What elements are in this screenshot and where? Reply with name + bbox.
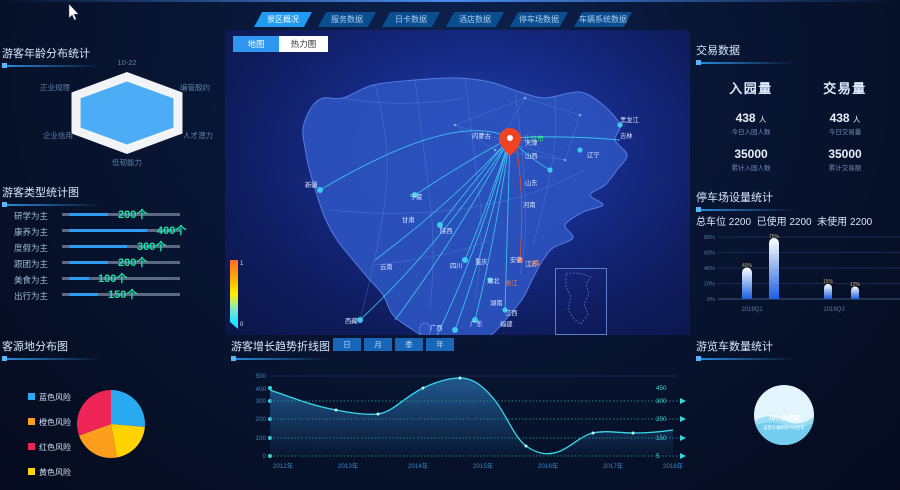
svg-text:450: 450 [656, 385, 667, 392]
svg-text:人才潜力: 人才潜力 [183, 130, 213, 140]
svg-text:天津: 天津 [525, 139, 538, 147]
svg-text:安徽: 安徽 [510, 255, 523, 264]
svg-text:辽宁: 辽宁 [587, 150, 600, 159]
svg-text:15%: 15% [823, 279, 834, 285]
svg-text:5: 5 [656, 453, 660, 460]
svg-text:浙江: 浙江 [505, 278, 518, 287]
svg-text:黑龙江: 黑龙江 [620, 115, 640, 124]
svg-text:企业信用: 企业信用 [43, 130, 73, 140]
svg-text:80%: 80% [704, 235, 715, 241]
svg-text:70%负载率: 70%负载率 [768, 413, 800, 422]
svg-text:200: 200 [255, 416, 266, 423]
svg-text:2017年: 2017年 [603, 461, 623, 470]
svg-text:12%: 12% [850, 282, 861, 288]
svg-text:2014年: 2014年 [408, 461, 428, 470]
svg-text:上海: 上海 [527, 258, 540, 267]
svg-text:正业规理: 正业规理 [40, 82, 70, 92]
svg-text:10-22: 10-22 [117, 58, 136, 67]
svg-text:西藏: 西藏 [345, 316, 358, 325]
svg-text:2015年: 2015年 [473, 461, 493, 470]
svg-text:40%: 40% [742, 263, 753, 269]
svg-text:低韧能力: 低韧能力 [112, 157, 142, 167]
svg-text:0%: 0% [707, 297, 715, 303]
svg-text:云南: 云南 [380, 262, 393, 271]
svg-text:运营车辆剩余700台车: 运营车辆剩余700台车 [763, 424, 805, 431]
svg-text:山东: 山东 [525, 178, 538, 187]
svg-text:吉林: 吉林 [620, 131, 633, 140]
svg-text:陕西: 陕西 [440, 226, 453, 235]
svg-text:湖南: 湖南 [490, 298, 503, 307]
svg-text:1: 1 [240, 261, 244, 267]
svg-text:2018年: 2018年 [663, 461, 683, 470]
svg-text:250: 250 [656, 416, 667, 423]
svg-text:广西: 广西 [430, 323, 443, 332]
svg-text:75%: 75% [769, 234, 780, 240]
svg-text:500: 500 [255, 373, 266, 380]
svg-text:江西: 江西 [505, 309, 518, 317]
svg-text:2019Q3: 2019Q3 [823, 307, 845, 313]
svg-text:重庆: 重庆 [475, 257, 488, 266]
svg-text:河南: 河南 [523, 200, 536, 209]
svg-text:福建: 福建 [500, 319, 513, 328]
svg-text:湖北: 湖北 [487, 276, 500, 285]
svg-text:400: 400 [255, 386, 266, 393]
svg-text:20%: 20% [704, 282, 715, 288]
svg-text:150: 150 [656, 435, 667, 442]
svg-text:60%: 60% [704, 251, 715, 257]
svg-text:内蒙古: 内蒙古 [472, 131, 491, 140]
svg-text:2016年: 2016年 [538, 461, 558, 470]
svg-text:广东: 广东 [470, 319, 483, 328]
svg-text:宁夏: 宁夏 [410, 192, 423, 201]
svg-text:编管服约: 编管服约 [180, 82, 210, 92]
svg-text:40%: 40% [704, 266, 715, 272]
svg-text:四川: 四川 [450, 262, 463, 270]
svg-text:0: 0 [262, 453, 266, 460]
svg-text:山西: 山西 [525, 151, 538, 160]
svg-text:300: 300 [656, 398, 667, 405]
svg-text:新疆: 新疆 [305, 180, 318, 189]
svg-text:甘肃: 甘肃 [402, 215, 415, 224]
svg-text:100: 100 [255, 435, 266, 442]
svg-text:0: 0 [240, 322, 244, 328]
svg-text:2019Q1: 2019Q1 [741, 307, 763, 313]
svg-text:300: 300 [255, 398, 266, 405]
svg-text:2013年: 2013年 [338, 461, 358, 470]
svg-text:2012年: 2012年 [273, 461, 293, 470]
